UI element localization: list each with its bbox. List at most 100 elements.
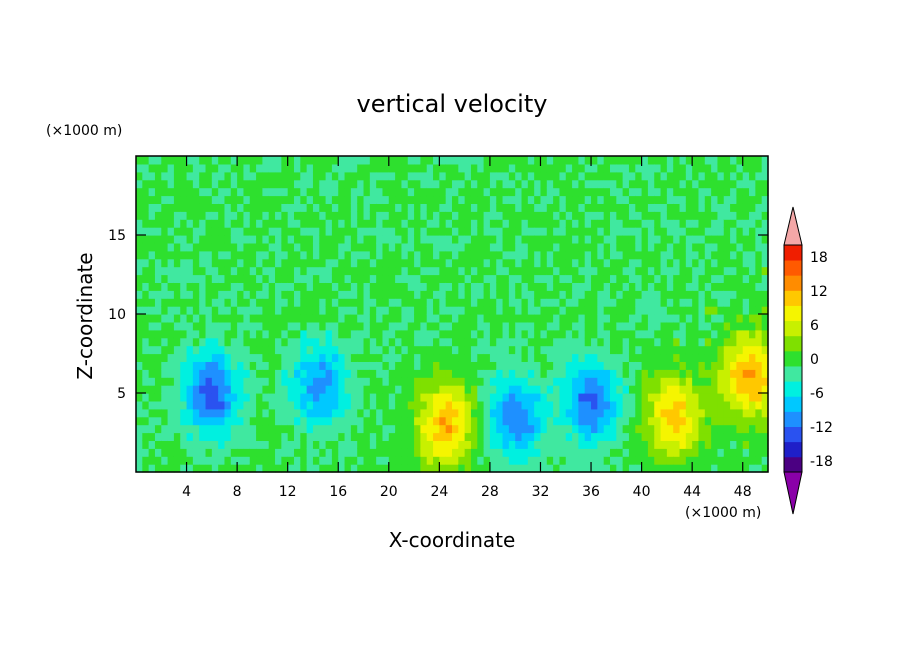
field-cell bbox=[591, 456, 598, 465]
field-cell bbox=[540, 464, 548, 473]
field-cell bbox=[344, 369, 352, 378]
field-cell bbox=[584, 258, 592, 268]
field-cell bbox=[445, 227, 453, 236]
field-cell bbox=[192, 274, 200, 283]
field-cell bbox=[647, 274, 655, 283]
field-cell bbox=[534, 211, 542, 220]
field-cell bbox=[723, 321, 731, 331]
field-cell bbox=[369, 282, 377, 291]
field-cell bbox=[502, 266, 510, 276]
field-cell bbox=[736, 306, 744, 315]
field-cell bbox=[275, 385, 282, 394]
field-cell bbox=[559, 282, 567, 291]
field-cell bbox=[407, 353, 415, 362]
field-cell bbox=[572, 464, 579, 473]
field-cell bbox=[211, 337, 219, 347]
field-cell bbox=[660, 369, 668, 378]
field-cell bbox=[256, 353, 263, 362]
field-cell bbox=[294, 250, 301, 260]
field-cell bbox=[363, 321, 371, 331]
field-cell bbox=[654, 179, 662, 189]
field-cell bbox=[679, 227, 687, 236]
field-cell bbox=[287, 385, 295, 394]
field-cell bbox=[458, 306, 466, 315]
field-cell bbox=[243, 369, 251, 378]
field-cell bbox=[306, 385, 314, 394]
field-cell bbox=[483, 329, 491, 339]
field-cell bbox=[161, 456, 169, 465]
field-cell bbox=[597, 424, 605, 434]
field-cell bbox=[483, 314, 491, 323]
field-cell bbox=[218, 416, 226, 426]
field-cell bbox=[312, 337, 320, 347]
field-cell bbox=[173, 456, 181, 465]
field-cell bbox=[534, 314, 542, 323]
field-cell bbox=[559, 440, 567, 449]
field-cell bbox=[407, 219, 415, 228]
field-cell bbox=[256, 448, 263, 457]
field-cell bbox=[553, 329, 561, 339]
field-cell bbox=[489, 274, 497, 283]
field-cell bbox=[730, 250, 737, 260]
field-cell bbox=[660, 361, 668, 370]
field-cell bbox=[521, 408, 529, 418]
field-cell bbox=[281, 408, 289, 418]
field-cell bbox=[553, 361, 561, 370]
field-cell bbox=[401, 424, 409, 434]
field-cell bbox=[357, 385, 365, 394]
field-cell bbox=[508, 408, 516, 418]
x-tick-label: 28 bbox=[481, 484, 499, 500]
field-cell bbox=[445, 432, 453, 441]
field-cell bbox=[218, 337, 226, 347]
field-cell bbox=[262, 393, 270, 402]
field-cell bbox=[275, 274, 282, 283]
field-cell bbox=[306, 361, 314, 370]
field-cell bbox=[673, 393, 681, 402]
field-cell bbox=[603, 171, 611, 181]
field-cell bbox=[439, 361, 447, 370]
field-cell bbox=[331, 448, 339, 457]
field-cell bbox=[477, 329, 485, 339]
field-cell bbox=[180, 464, 188, 473]
field-cell bbox=[445, 156, 453, 165]
field-cell bbox=[306, 298, 314, 307]
field-cell bbox=[319, 432, 327, 441]
field-cell bbox=[578, 314, 586, 323]
field-cell bbox=[401, 361, 409, 370]
field-cell bbox=[597, 195, 605, 204]
field-cell bbox=[268, 187, 276, 197]
field-cell bbox=[584, 337, 592, 347]
field-cell bbox=[666, 179, 674, 189]
field-cell bbox=[736, 456, 744, 465]
field-cell bbox=[414, 266, 421, 276]
field-cell bbox=[275, 266, 282, 276]
field-cell bbox=[357, 266, 365, 276]
field-cell bbox=[224, 456, 232, 465]
field-cell bbox=[262, 227, 270, 236]
field-cell bbox=[338, 400, 346, 410]
field-cell bbox=[730, 408, 737, 418]
field-cell bbox=[496, 377, 504, 386]
field-cell bbox=[660, 187, 668, 197]
field-cell bbox=[559, 195, 567, 204]
field-cell bbox=[275, 369, 282, 378]
field-cell bbox=[338, 203, 346, 212]
field-cell bbox=[388, 306, 396, 315]
field-cell bbox=[591, 337, 598, 347]
field-cell bbox=[584, 400, 592, 410]
field-cell bbox=[262, 219, 270, 228]
field-cell bbox=[142, 377, 150, 386]
field-cell bbox=[376, 385, 384, 394]
field-cell bbox=[154, 408, 162, 418]
field-cell bbox=[237, 408, 245, 418]
field-cell bbox=[736, 250, 744, 260]
field-cell bbox=[363, 290, 371, 299]
field-cell bbox=[211, 156, 219, 165]
field-cell bbox=[275, 235, 282, 244]
field-cell bbox=[142, 274, 150, 283]
field-cell bbox=[382, 203, 390, 212]
field-cell bbox=[388, 187, 396, 197]
field-cell bbox=[407, 400, 415, 410]
field-cell bbox=[692, 187, 700, 197]
field-cell bbox=[350, 321, 358, 331]
